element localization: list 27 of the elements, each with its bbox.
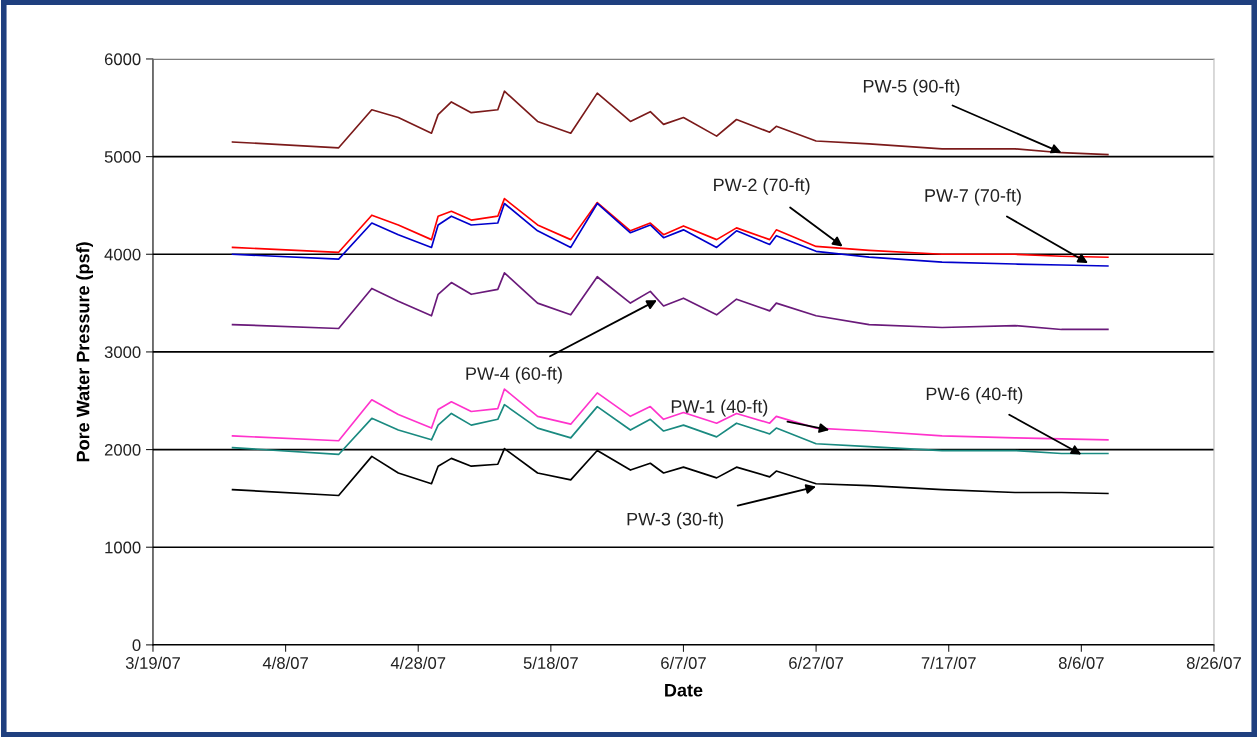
y-tick-label: 6000 xyxy=(104,53,141,66)
annotation: PW-3 (30-ft) xyxy=(627,512,723,530)
x-tick-label: 8/6/07 xyxy=(1058,656,1104,669)
y-tick-label: 4000 xyxy=(104,248,141,261)
annotation: PW-1 (40-ft) xyxy=(671,399,768,417)
annotation: PW-2 (70-ft) xyxy=(714,178,810,195)
x-tick-label: 4/28/07 xyxy=(390,656,446,669)
y-tick-label: 1000 xyxy=(105,541,141,554)
line-series xyxy=(231,388,1109,442)
x-tick-label: 6/7/07 xyxy=(661,656,706,669)
y-tick-label: 2000 xyxy=(104,443,141,456)
x-tick-label: 3/19/07 xyxy=(125,656,180,669)
line-series xyxy=(231,271,1109,331)
annotation: PW-6 (40-ft) xyxy=(926,387,1023,404)
x-tick-label: 8/26/07 xyxy=(1186,656,1241,669)
y-tick-label: 0 xyxy=(132,639,141,652)
x-tick-label: 5/18/07 xyxy=(523,656,578,669)
x-axis-title: Date xyxy=(665,683,703,697)
y-tick-label: 3000 xyxy=(104,346,141,359)
y-axis-title: Pore Water Pressure (psf) xyxy=(76,242,93,462)
y-tick-label: 5000 xyxy=(104,151,141,163)
annotation: PW-7 (70-ft) xyxy=(925,188,1021,206)
x-tick-label: 7/17/07 xyxy=(921,656,976,669)
x-tick-label: 6/27/07 xyxy=(789,656,844,669)
annotation: PW-4 (60-ft) xyxy=(466,366,562,384)
annotation: PW-5 (90-ft) xyxy=(863,79,960,97)
x-tick-label: 4/8/07 xyxy=(262,656,308,669)
